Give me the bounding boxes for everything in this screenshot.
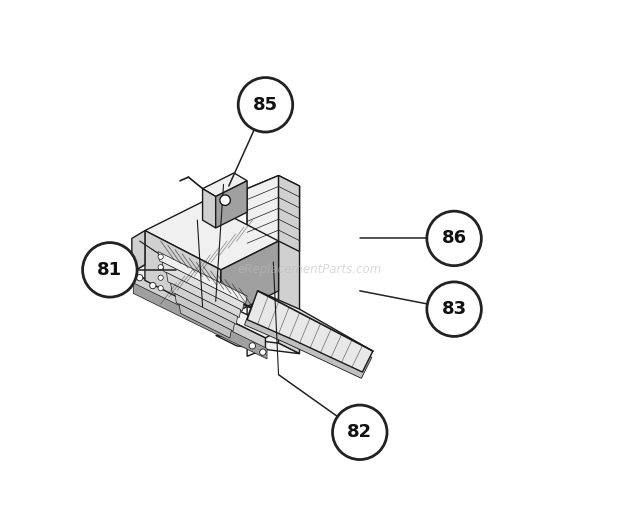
Circle shape <box>427 282 481 336</box>
Circle shape <box>220 195 231 205</box>
Text: 83: 83 <box>441 300 467 318</box>
Text: 81: 81 <box>97 261 122 279</box>
Polygon shape <box>247 176 278 356</box>
Polygon shape <box>244 296 372 378</box>
Polygon shape <box>132 272 265 351</box>
Polygon shape <box>221 293 299 330</box>
Polygon shape <box>247 291 373 372</box>
Polygon shape <box>216 335 299 354</box>
Polygon shape <box>278 176 299 252</box>
Polygon shape <box>170 283 237 324</box>
Polygon shape <box>175 293 234 331</box>
Polygon shape <box>166 272 241 318</box>
Polygon shape <box>247 176 278 254</box>
Circle shape <box>82 243 137 297</box>
Polygon shape <box>278 176 299 354</box>
Circle shape <box>260 349 266 355</box>
Circle shape <box>158 286 163 291</box>
Polygon shape <box>158 252 247 304</box>
Circle shape <box>332 405 387 460</box>
Polygon shape <box>179 304 231 338</box>
Circle shape <box>427 211 481 266</box>
Polygon shape <box>133 283 267 359</box>
Polygon shape <box>132 265 278 338</box>
Polygon shape <box>216 181 247 228</box>
Polygon shape <box>132 231 145 272</box>
Polygon shape <box>203 173 247 196</box>
Text: eReplacementParts.com: eReplacementParts.com <box>238 264 382 276</box>
Text: 86: 86 <box>441 230 467 247</box>
Polygon shape <box>162 262 244 311</box>
Circle shape <box>238 78 293 132</box>
Circle shape <box>136 275 143 281</box>
Circle shape <box>249 343 255 349</box>
Circle shape <box>158 254 163 259</box>
Polygon shape <box>203 189 216 228</box>
Circle shape <box>158 265 163 270</box>
Polygon shape <box>145 202 278 270</box>
Text: 85: 85 <box>253 96 278 114</box>
Circle shape <box>158 275 163 280</box>
Circle shape <box>149 282 156 289</box>
Text: 82: 82 <box>347 423 373 441</box>
Polygon shape <box>145 231 221 320</box>
Polygon shape <box>221 241 278 320</box>
